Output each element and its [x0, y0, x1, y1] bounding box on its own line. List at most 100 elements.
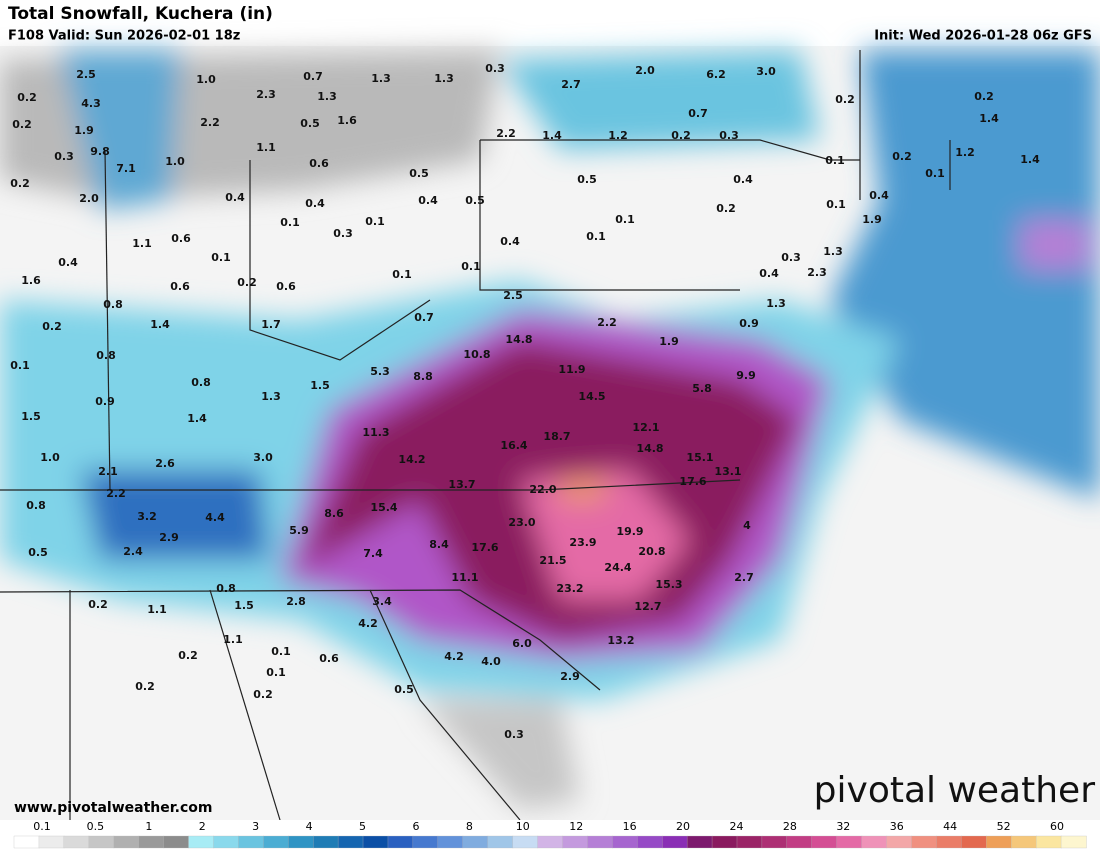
- snowfall-label: 3.0: [756, 65, 776, 78]
- snowfall-label: 14.5: [578, 390, 605, 403]
- snowfall-label: 0.4: [58, 256, 78, 269]
- snowfall-label: 0.4: [500, 235, 520, 248]
- snowfall-label: 0.4: [305, 197, 325, 210]
- snowfall-label: 0.4: [759, 267, 779, 280]
- colorbar-cell: [38, 835, 65, 849]
- snowfall-label: 6.0: [512, 637, 532, 650]
- colorbar-tick-label: 1: [145, 820, 152, 833]
- snowfall-label: 2.1: [98, 465, 118, 478]
- colorbar-cell: [88, 835, 115, 849]
- snowfall-label: 1.3: [371, 72, 391, 85]
- snowfall-label: 2.9: [560, 670, 580, 683]
- colorbar-cell: [1011, 835, 1037, 849]
- colorbar-cell: [387, 835, 414, 849]
- colorbar-cell: [63, 835, 90, 849]
- snowfall-label: 0.3: [333, 227, 353, 240]
- colorbar-tick-label: 5: [359, 820, 366, 833]
- snowfall-label: 2.2: [200, 116, 220, 129]
- snowfall-label: 8.6: [324, 507, 344, 520]
- snowfall-label: 1.2: [955, 146, 975, 159]
- snowfall-label: 0.2: [974, 90, 994, 103]
- colorbar-cell: [662, 835, 688, 849]
- snowfall-label: 5.9: [289, 524, 309, 537]
- snowfall-label: 1.6: [21, 274, 41, 287]
- snowfall-label: 0.2: [135, 680, 155, 693]
- snowfall-label: 1.9: [74, 124, 94, 137]
- snowfall-label: 13.1: [714, 465, 741, 478]
- colorbar-cell: [462, 835, 489, 849]
- snowfall-label: 17.6: [679, 475, 706, 488]
- colorbar-cell: [188, 835, 215, 849]
- snowfall-label: 1.7: [261, 318, 281, 331]
- colorbar-tick-label: 60: [1050, 820, 1064, 833]
- snowfall-label: 11.3: [362, 426, 389, 439]
- snowfall-label: 24.4: [604, 561, 631, 574]
- snowfall-label: 0.6: [319, 652, 339, 665]
- snowfall-label: 2.2: [597, 316, 617, 329]
- colorbar-cell: [711, 835, 738, 849]
- colorbar-cell: [761, 835, 788, 849]
- snowfall-label: 0.2: [892, 150, 912, 163]
- snowfall-label: 0.2: [88, 598, 108, 611]
- snowfall-label: 0.2: [253, 688, 273, 701]
- colorbar-tick-label: 16: [623, 820, 637, 833]
- snowfall-label: 0.3: [485, 62, 505, 75]
- snowfall-label: 0.6: [170, 280, 190, 293]
- snowfall-label: 0.1: [10, 359, 30, 372]
- snowfall-label: 2.5: [503, 289, 523, 302]
- colorbar-cell: [288, 835, 314, 849]
- snowfall-label: 5.3: [370, 365, 390, 378]
- snowfall-label: 13.7: [448, 478, 475, 491]
- colorbar-cell: [263, 835, 289, 849]
- title: Total Snowfall, Kuchera (in): [8, 4, 273, 24]
- colorbar-tick-label: 0.1: [33, 820, 51, 833]
- colorbar-cell: [113, 835, 140, 849]
- snowfall-label: 4: [743, 519, 751, 532]
- colorbar-cell: [1060, 835, 1087, 849]
- snowfall-label: 1.6: [337, 114, 357, 127]
- colorbar-cell: [213, 835, 240, 849]
- snowfall-label: 0.2: [178, 649, 198, 662]
- snowfall-label: 0.8: [103, 298, 123, 311]
- snowfall-label: 1.1: [132, 237, 152, 250]
- snowfall-label: 2.8: [286, 595, 306, 608]
- snowfall-label: 1.0: [40, 451, 60, 464]
- snowfall-label: 0.9: [95, 395, 115, 408]
- snowfall-label: 4.2: [444, 650, 464, 663]
- snowfall-label: 1.5: [21, 410, 41, 423]
- snowfall-label: 23.0: [508, 516, 535, 529]
- snowfall-label: 0.6: [309, 157, 329, 170]
- snowfall-label: 0.4: [733, 173, 753, 186]
- snowfall-label: 12.7: [634, 600, 661, 613]
- colorbar-cell: [163, 835, 190, 849]
- snowfall-label: 4.3: [81, 97, 101, 110]
- snowfall-label: 1.1: [223, 633, 243, 646]
- colorbar-cell: [836, 835, 863, 849]
- colorbar-cell: [637, 835, 663, 849]
- colorbar-tick-label: 44: [943, 820, 957, 833]
- snowfall-label: 4.4: [205, 511, 225, 524]
- colorbar-tick-label: 36: [890, 820, 904, 833]
- snowfall-label: 0.1: [271, 645, 291, 658]
- snowfall-label: 1.1: [147, 603, 167, 616]
- snowfall-label: 2.6: [155, 457, 175, 470]
- logo: pivotal weather: [814, 770, 1096, 811]
- snowfall-label: 1.4: [150, 318, 170, 331]
- snowfall-label: 11.1: [451, 571, 478, 584]
- colorbar-cell: [1035, 835, 1062, 849]
- colorbar-cell: [886, 835, 913, 849]
- snowfall-label: 0.1: [365, 215, 385, 228]
- snowfall-label: 1.3: [261, 390, 281, 403]
- snowfall-label: 6.2: [706, 68, 726, 81]
- snowfall-label: 14.8: [636, 442, 663, 455]
- colorbar-tick-label: 2: [199, 820, 206, 833]
- snowfall-label: 4.2: [358, 617, 378, 630]
- snowfall-label: 0.2: [12, 118, 32, 131]
- snowfall-label: 3.4: [372, 595, 392, 608]
- snowfall-label: 10.8: [463, 348, 490, 361]
- snowfall-label: 22.0: [529, 483, 556, 496]
- snowfall-label: 1.5: [310, 379, 330, 392]
- colorbar-cell: [412, 835, 439, 849]
- colorbar-cell: [512, 835, 539, 849]
